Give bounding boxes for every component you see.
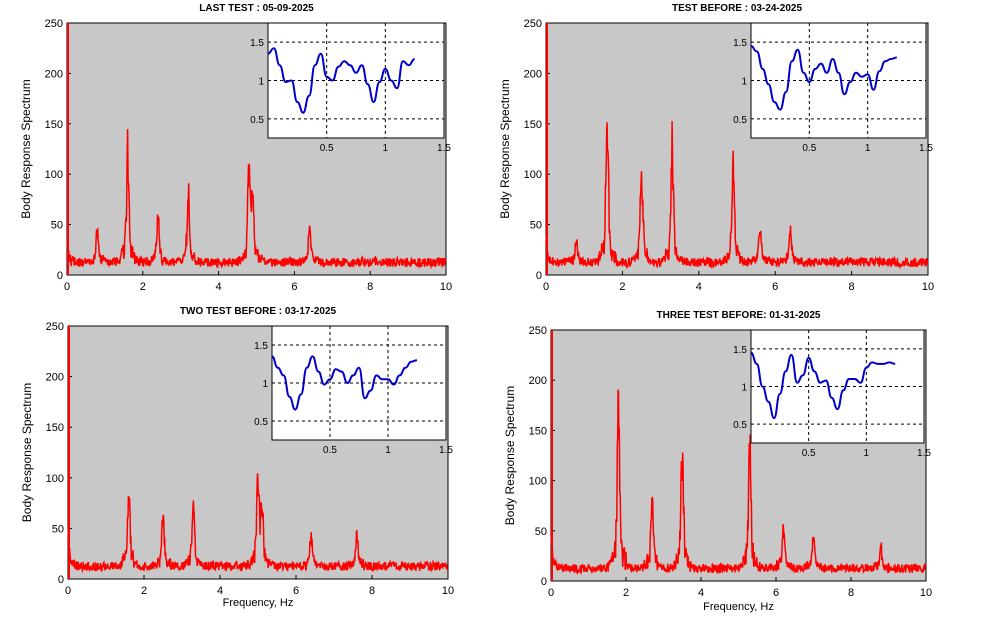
inset-x-tick-label: 1 <box>383 143 389 154</box>
inset-x-tick-label: 0.5 <box>320 143 334 154</box>
inset-y-tick-label: 1 <box>741 77 747 88</box>
x-axis-label: Frequency, Hz <box>703 601 774 613</box>
inset-x-tick-label: 1 <box>864 448 870 459</box>
inset-x-tick-label: 0.5 <box>802 448 816 459</box>
y-tick-label: 100 <box>529 476 547 488</box>
inset-x-tick-label: 1 <box>865 143 871 154</box>
y-tick-label: 150 <box>46 422 64 434</box>
inset-y-tick-label: 1 <box>262 379 268 390</box>
inset-y-tick-label: 1.5 <box>733 38 747 49</box>
inset-x-tick-label: 1.5 <box>919 143 933 154</box>
x-tick-label: 6 <box>293 585 299 597</box>
inset-series-line <box>750 351 896 420</box>
x-tick-label: 0 <box>543 281 549 293</box>
y-tick-label: 150 <box>524 119 542 131</box>
x-tick-label: 6 <box>772 281 778 293</box>
chart-title: TWO TEST BEFORE : 03-17-2025 <box>180 306 337 317</box>
y-tick-label: 0 <box>536 270 542 282</box>
y-tick-label: 250 <box>529 325 547 337</box>
y-tick-label: 50 <box>52 523 64 535</box>
inset-chart: 0.5 1 1.5 0.5 1 1.5 <box>254 325 453 456</box>
x-tick-label: 10 <box>922 281 934 293</box>
inset-x-tick-label: 0.5 <box>323 445 337 456</box>
x-tick-label: 4 <box>696 281 702 293</box>
y-tick-label: 200 <box>529 375 547 387</box>
y-tick-label: 0 <box>541 576 547 588</box>
x-tick-label: 2 <box>141 585 147 597</box>
x-tick-label: 8 <box>369 585 375 597</box>
y-axis-label: Body Response Spectrum <box>498 79 512 218</box>
x-tick-label: 4 <box>217 585 223 597</box>
inset-y-tick-label: 0.5 <box>254 417 268 428</box>
x-tick-label: 10 <box>440 281 452 293</box>
x-tick-label: 10 <box>920 587 932 599</box>
x-tick-label: 4 <box>698 587 704 599</box>
x-tick-label: 2 <box>619 281 625 293</box>
y-tick-label: 50 <box>535 526 547 538</box>
inset-y-tick-label: 0.5 <box>733 115 747 126</box>
inset-chart: 0.5 1 1.5 0.5 1 1.5 <box>733 22 933 154</box>
x-tick-label: 8 <box>848 587 854 599</box>
x-tick-label: 0 <box>65 585 71 597</box>
x-tick-label: 2 <box>623 587 629 599</box>
spectrum-series <box>67 473 449 574</box>
inset-y-tick-label: 1 <box>741 383 747 394</box>
inset-x-tick-label: 1.5 <box>437 143 451 154</box>
y-tick-label: 100 <box>46 473 64 485</box>
chart-panel-3: TWO TEST BEFORE : 03-17-2025 Body Respons… <box>20 306 454 609</box>
inset-x-tick-label: 1.5 <box>917 448 931 459</box>
x-tick-label: 6 <box>291 281 297 293</box>
y-tick-label: 100 <box>524 169 542 181</box>
chart-title: LAST TEST : 05-09-2025 <box>199 3 314 14</box>
spectrum-series <box>545 120 929 270</box>
inset-y-tick-label: 0.5 <box>733 420 747 431</box>
inset-series-line <box>267 47 415 114</box>
spectrum-series <box>66 129 447 270</box>
inset-x-tick-label: 0.5 <box>802 143 816 154</box>
y-tick-label: 200 <box>524 68 542 80</box>
inset-chart: 0.5 1 1.5 0.5 1 1.5 <box>250 22 451 154</box>
y-tick-label: 150 <box>45 119 63 131</box>
x-tick-label: 4 <box>216 281 222 293</box>
y-tick-label: 50 <box>51 220 63 232</box>
x-tick-label: 2 <box>140 281 146 293</box>
x-tick-label: 0 <box>548 587 554 599</box>
inset-x-tick-label: 1.5 <box>439 445 453 456</box>
inset-series-line <box>271 355 418 411</box>
x-tick-label: 10 <box>442 585 454 597</box>
y-axis-label: Body Response Spectrum <box>19 79 33 218</box>
y-tick-label: 150 <box>529 425 547 437</box>
spectrum-series <box>550 389 927 576</box>
inset-y-tick-label: 1.5 <box>733 345 747 356</box>
inset-chart: 0.5 1 1.5 0.5 1 1.5 <box>733 329 931 459</box>
y-tick-label: 250 <box>524 18 542 30</box>
y-tick-label: 200 <box>46 372 64 384</box>
x-tick-label: 8 <box>849 281 855 293</box>
chart-title: TEST BEFORE : 03-24-2025 <box>672 3 802 14</box>
chart-panel-2: TEST BEFORE : 03-24-2025 Body Response Sp… <box>498 3 934 293</box>
inset-y-tick-label: 1.5 <box>254 341 268 352</box>
inset-y-tick-label: 0.5 <box>250 115 264 126</box>
y-tick-label: 250 <box>45 18 63 30</box>
y-axis-label: Body Response Spectrum <box>20 383 34 522</box>
x-tick-label: 6 <box>773 587 779 599</box>
x-tick-label: 8 <box>367 281 373 293</box>
y-tick-label: 100 <box>45 169 63 181</box>
y-axis-label: Body Response Spectrum <box>503 386 517 525</box>
y-tick-label: 50 <box>530 220 542 232</box>
chart-panel-4: THREE TEST BEFORE: 01-31-2025 Body Respon… <box>503 310 932 613</box>
x-axis-label: Frequency, Hz <box>223 597 294 609</box>
inset-y-tick-label: 1.5 <box>250 38 264 49</box>
inset-series-line <box>750 45 897 111</box>
x-tick-label: 0 <box>64 281 70 293</box>
inset-x-tick-label: 1 <box>385 445 391 456</box>
y-tick-label: 200 <box>45 68 63 80</box>
y-tick-label: 0 <box>57 270 63 282</box>
y-tick-label: 250 <box>46 321 64 333</box>
y-tick-label: 0 <box>58 574 64 586</box>
inset-y-tick-label: 1 <box>258 77 264 88</box>
chart-panel-1: LAST TEST : 05-09-2025 Body Response Spec… <box>19 3 452 293</box>
chart-title: THREE TEST BEFORE: 01-31-2025 <box>657 310 821 321</box>
